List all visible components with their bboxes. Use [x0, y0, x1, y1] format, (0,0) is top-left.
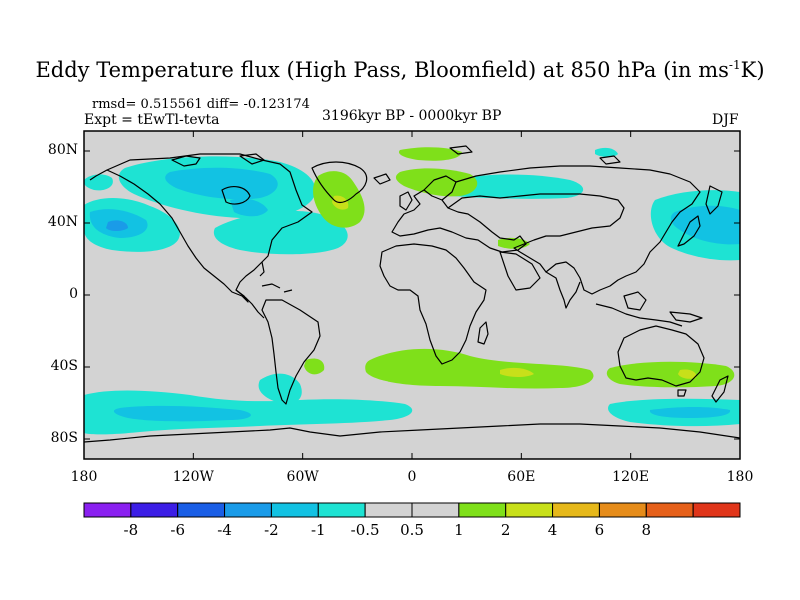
contour-deep-blue-pacific: [106, 220, 128, 231]
lat-label: 40S: [50, 358, 78, 374]
coast-india: [545, 271, 581, 309]
contour-yellow-south-atlantic: [500, 367, 534, 377]
colorbar-bin: [692, 502, 741, 518]
colorbar: [83, 502, 741, 518]
experiment-label: Expt = tEwTl-tevta: [84, 112, 220, 128]
contour-cyan-north-atlantic: [213, 210, 348, 255]
colorbar-label: -0.5: [350, 521, 380, 539]
colorbar-bin: [411, 502, 460, 518]
coast-alaska: [89, 169, 108, 181]
coast-arctic-islands: [171, 145, 621, 167]
period-label: 3196kyr BP - 0000kyr BP: [322, 108, 502, 124]
coast-caribbean: [261, 283, 293, 293]
colorbar-label: -2: [264, 521, 279, 539]
coast-south-america: [261, 299, 321, 405]
coast-iceland: [373, 173, 391, 185]
colorbar-label: 2: [500, 521, 511, 539]
lon-label: 180: [70, 469, 98, 485]
contour-green-south-atlantic: [365, 348, 594, 389]
coast-north-america: [106, 153, 313, 303]
contour-blue-southern-ocean-east: [649, 407, 731, 418]
contour-blue-north-america: [165, 167, 278, 200]
stats-line: rmsd= 0.515561 diff= -0.123174: [92, 97, 310, 112]
coast-australia: [617, 325, 705, 387]
colorbar-label: 6: [594, 521, 605, 539]
contour-blue-nw-pacific: [670, 205, 740, 245]
colorbar-bin: [645, 502, 694, 518]
lat-ticks: [84, 150, 740, 440]
contour-cyan-arctic: [595, 147, 618, 157]
colorbar-label: -4: [217, 521, 232, 539]
coast-uk: [399, 191, 413, 211]
coast-kamchatka: [705, 185, 723, 215]
contour-green-mediterranean: [498, 237, 530, 249]
coast-new-zealand: [711, 375, 729, 403]
coast-japan: [677, 215, 701, 247]
colorbar-bin: [364, 502, 413, 518]
colorbar-label: 1: [454, 521, 464, 539]
contour-cyan-south-america: [258, 373, 302, 405]
lat-label: 80N: [47, 142, 78, 158]
colorbar-bin: [552, 502, 600, 518]
coast-greenland: [311, 161, 368, 204]
coast-hudson-bay: [221, 186, 251, 205]
season-label: DJF: [712, 112, 739, 128]
coast-scandinavia: [423, 175, 457, 201]
lon-label: 120E: [612, 469, 650, 485]
contour-green-australia: [606, 361, 735, 388]
colorbar-label: -1: [310, 521, 326, 539]
colorbar-bin: [598, 502, 647, 518]
contour-yellow-australia: [678, 369, 697, 379]
colorbar-label: 0.5: [400, 521, 424, 539]
colorbar-bin: [317, 502, 366, 518]
contour-green-south-pacific: [304, 358, 325, 375]
colorbar-bin: [224, 502, 272, 518]
lon-ticks: [83, 131, 741, 459]
lon-label: 0: [407, 469, 417, 485]
coast-antarctica: [84, 423, 740, 443]
lat-label: 80S: [50, 430, 78, 446]
coast-tasmania: [677, 389, 687, 397]
colorbar-bin: [270, 502, 319, 518]
colorbar-bin: [177, 502, 226, 518]
contour-green-arctic: [398, 147, 462, 161]
colorbar-label: -6: [170, 521, 186, 539]
colorbar-bin: [130, 502, 179, 518]
map-title: Eddy Temperature flux (High Pass, Bloomf…: [35, 58, 765, 82]
colorbar-bin: [458, 502, 507, 518]
lon-label: 60W: [286, 469, 319, 485]
contour-blue-southern-ocean: [113, 405, 251, 422]
contour-cyan-europe: [84, 174, 113, 191]
coast-new-guinea: [669, 311, 703, 323]
lat-label: 40N: [47, 214, 78, 230]
colorbar-label: 8: [641, 521, 652, 539]
coast-indonesia: [595, 303, 683, 327]
coast-africa: [379, 243, 487, 365]
map-field: [84, 131, 740, 459]
coast-europe: [391, 189, 527, 253]
coast-madagascar: [477, 321, 489, 345]
lon-label: 180: [726, 469, 754, 485]
coast-arabia: [499, 251, 541, 291]
coast-central-america: [235, 289, 265, 319]
contour-green-scandinavia: [395, 168, 478, 197]
coast-borneo: [623, 291, 647, 311]
colorbar-bin: [83, 502, 132, 518]
coastlines: [84, 145, 740, 443]
lon-label: 120W: [172, 469, 214, 485]
colorbar-bin: [505, 502, 554, 518]
coast-asia: [447, 165, 701, 295]
colorbar-label: 4: [547, 521, 558, 539]
lon-label: 60E: [507, 469, 536, 485]
lat-label: 0: [69, 286, 78, 302]
coast-florida: [259, 261, 265, 277]
colorbar-label: -8: [123, 521, 139, 539]
